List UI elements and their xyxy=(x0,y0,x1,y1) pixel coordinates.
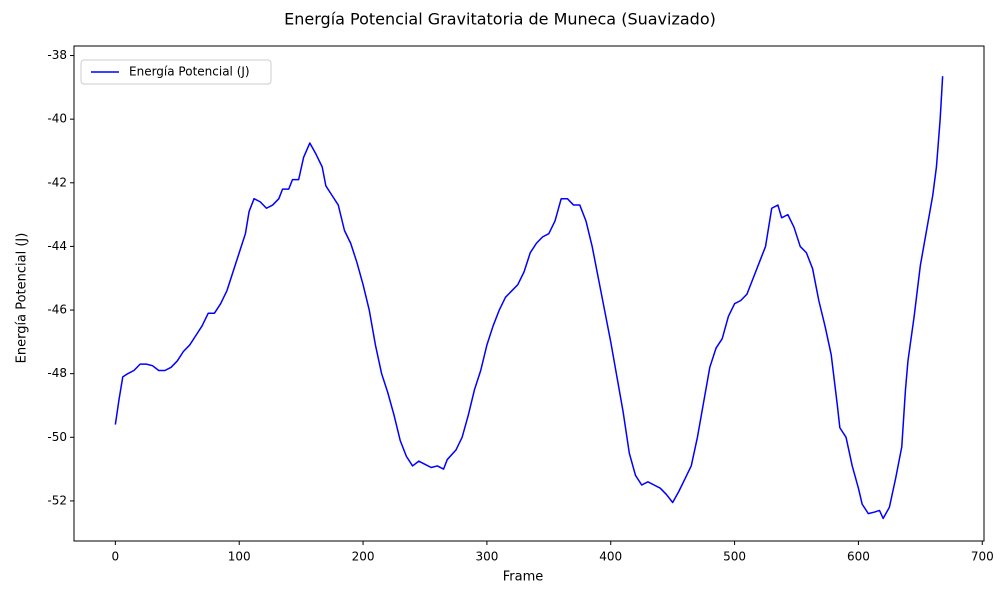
x-tick-label: 200 xyxy=(352,550,375,564)
x-tick-label: 400 xyxy=(599,550,622,564)
x-tick-label: 700 xyxy=(971,550,994,564)
y-tick-label: -50 xyxy=(47,430,67,444)
y-tick-label: -44 xyxy=(47,239,67,253)
y-tick-label: -40 xyxy=(47,112,67,126)
legend-box xyxy=(80,59,272,85)
x-tick-label: 100 xyxy=(228,550,251,564)
x-tick-label: 500 xyxy=(723,550,746,564)
plot-frame xyxy=(73,45,985,542)
x-tick-label: 300 xyxy=(475,550,498,564)
x-tick-label: 0 xyxy=(112,550,120,564)
data-line xyxy=(114,76,944,520)
chart-title: Energía Potencial Gravitatoria de Muneca… xyxy=(284,10,716,29)
legend-label: Energía Potencial (J) xyxy=(129,65,250,79)
x-axis-label: Frame xyxy=(503,570,544,585)
y-tick-label: -52 xyxy=(47,493,67,507)
y-tick-label: -42 xyxy=(47,175,67,189)
y-tick-label: -48 xyxy=(47,366,67,380)
y-tick-label: -38 xyxy=(47,48,67,62)
y-axis-label: Energía Potencial (J) xyxy=(15,233,30,364)
y-tick-label: -46 xyxy=(47,303,67,317)
x-tick-label: 600 xyxy=(847,550,870,564)
